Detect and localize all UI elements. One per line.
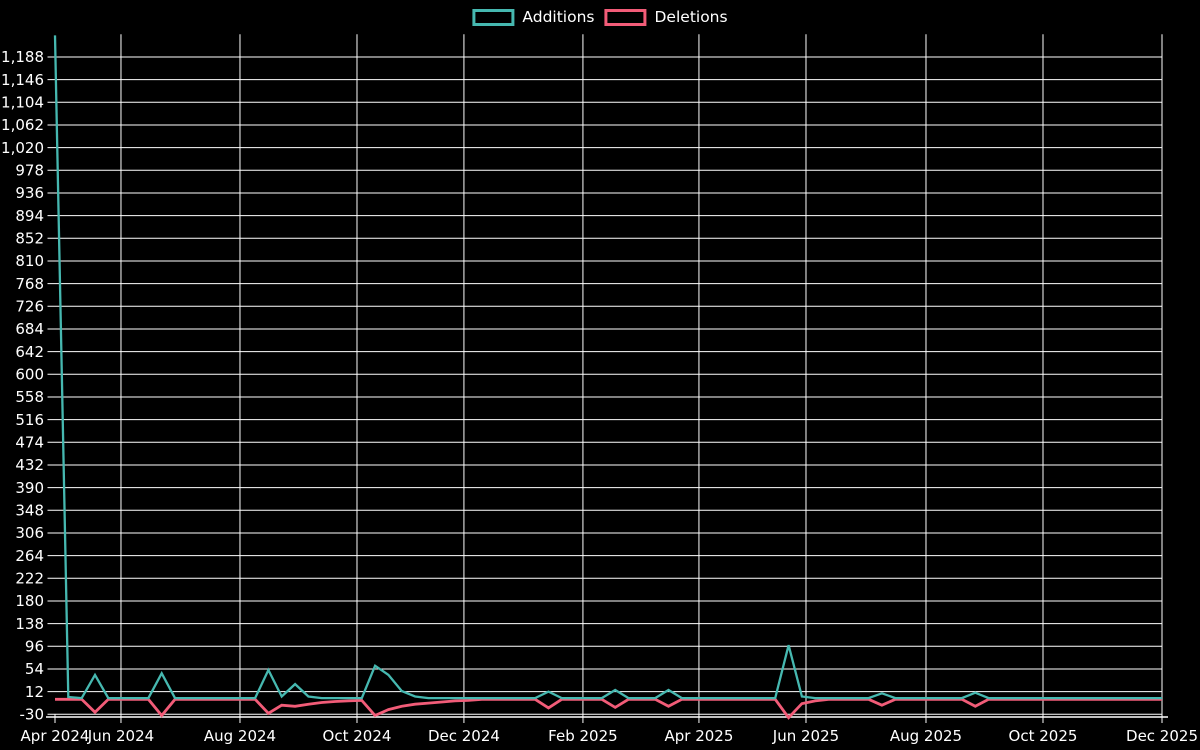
x-tick-label: Feb 2025 bbox=[548, 727, 618, 745]
x-tick-label: Jun 2025 bbox=[772, 727, 839, 745]
x-tick-label: Jun 2024 bbox=[87, 727, 154, 745]
y-tick-label: 558 bbox=[15, 388, 44, 406]
x-tick-label: Aug 2024 bbox=[204, 727, 276, 745]
y-tick-label: 264 bbox=[15, 547, 44, 565]
x-tick-label: Apr 2025 bbox=[664, 727, 733, 745]
y-tick-label: 54 bbox=[25, 660, 44, 678]
y-tick-label: 642 bbox=[15, 343, 44, 361]
x-tick-label: Aug 2025 bbox=[890, 727, 962, 745]
y-tick-label: 1,062 bbox=[1, 116, 44, 134]
y-tick-label: 96 bbox=[25, 638, 44, 656]
y-tick-label: 768 bbox=[15, 275, 44, 293]
y-tick-label: 600 bbox=[15, 366, 44, 384]
y-tick-label: 978 bbox=[15, 162, 44, 180]
legend-item-additions[interactable]: Additions bbox=[472, 7, 595, 26]
y-tick-label: 1,020 bbox=[1, 139, 44, 157]
y-tick-label: -30 bbox=[20, 706, 45, 724]
additions-line bbox=[53, 35, 1162, 700]
y-tick-label: 138 bbox=[15, 615, 44, 633]
x-tick-label: Apr 2024 bbox=[21, 727, 90, 745]
legend-item-deletions[interactable]: Deletions bbox=[604, 7, 728, 26]
y-tick-label: 1,104 bbox=[1, 94, 44, 112]
y-tick-label: 1,188 bbox=[1, 48, 44, 66]
y-gridlines bbox=[47, 56, 1162, 715]
y-tick-label: 936 bbox=[15, 184, 44, 202]
deletions-swatch-icon bbox=[604, 9, 647, 26]
x-gridlines bbox=[54, 34, 1163, 723]
y-tick-label: 516 bbox=[15, 411, 44, 429]
y-tick-label: 12 bbox=[25, 683, 44, 701]
additions-swatch-icon bbox=[472, 9, 515, 26]
x-tick-label: Dec 2024 bbox=[428, 727, 500, 745]
y-tick-label: 810 bbox=[15, 252, 44, 270]
x-tick-label: Oct 2024 bbox=[323, 727, 392, 745]
additions-legend-label: Additions bbox=[522, 7, 595, 26]
y-tick-label: 474 bbox=[15, 434, 44, 452]
x-tick-label: Dec 2025 bbox=[1126, 727, 1198, 745]
y-tick-label: 684 bbox=[15, 320, 44, 338]
y-tick-label: 852 bbox=[15, 230, 44, 248]
deletions-line bbox=[55, 697, 1162, 720]
y-tick-label: 432 bbox=[15, 456, 44, 474]
chart-legend: Additions Deletions bbox=[472, 7, 728, 26]
y-tick-label: 390 bbox=[15, 479, 44, 497]
x-tick-label: Oct 2025 bbox=[1009, 727, 1078, 745]
y-tick-label: 348 bbox=[15, 502, 44, 520]
y-tick-label: 1,146 bbox=[1, 71, 44, 89]
y-tick-label: 306 bbox=[15, 524, 44, 542]
deletions-legend-label: Deletions bbox=[654, 7, 728, 26]
y-tick-label: 726 bbox=[15, 298, 44, 316]
y-tick-label: 222 bbox=[15, 570, 44, 588]
y-tick-label: 894 bbox=[15, 207, 44, 225]
y-tick-labels: 1,188 1,146 1,104 1,062 1,020 978 936 894 852 810… bbox=[1, 48, 44, 723]
y-tick-label: 180 bbox=[15, 592, 44, 610]
